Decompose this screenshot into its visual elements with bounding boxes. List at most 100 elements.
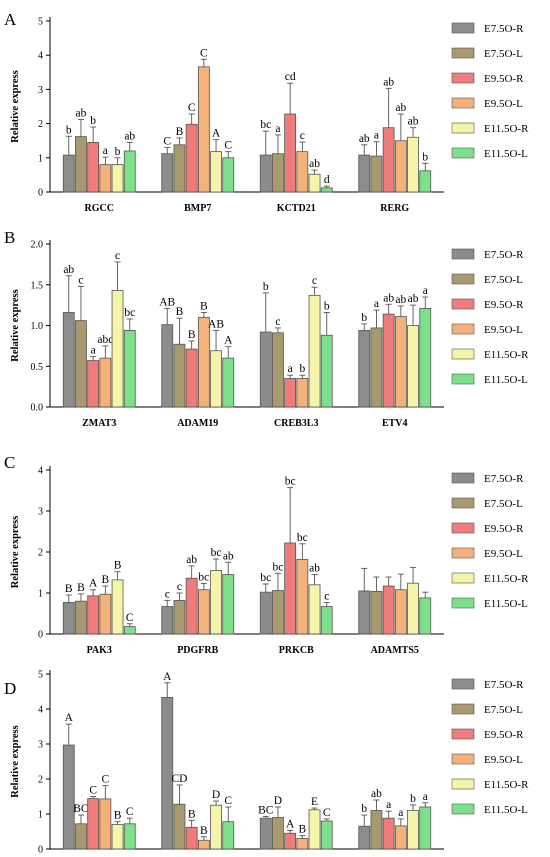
legend-swatch [451,273,475,285]
bar [320,334,333,408]
bar [382,127,395,193]
bar [382,817,395,850]
bar [370,590,383,635]
bar [210,350,222,408]
legend-swatch [451,248,475,260]
y-axis-label: Relative express [10,516,21,588]
significance-label: A [65,712,74,724]
significance-label: bc [260,572,271,584]
significance-label: C [126,806,134,818]
legend: E7.5O-R E7.5O-L E9.5O-R E9.5O-L E11.5O-R E11.… [451,248,529,386]
significance-label: A [286,818,295,830]
bar [123,329,136,408]
bar [370,327,383,408]
y-tick-label: 1 [38,810,43,821]
significance-label: ab [63,264,74,276]
significance-label: BC [258,804,274,816]
panel-letter: C [4,453,15,472]
significance-label: b [299,363,305,375]
bar [358,329,371,408]
legend-swatch [451,348,475,360]
significance-label: b [324,300,330,312]
bar [173,803,186,850]
bar [419,170,432,193]
bar [185,123,198,193]
significance-label: ab [383,76,394,88]
bar [210,804,222,850]
category-label: BMP7 [184,203,211,214]
significance-label: ab [408,116,419,128]
bar [284,113,297,193]
bar [407,810,419,850]
significance-label: ab [371,788,382,800]
significance-label: bc [297,532,308,544]
legend-label: E9.5O-R [484,73,524,85]
significance-label: ab [383,292,394,304]
legend-label: E9.5O-L [484,754,523,766]
significance-label: CD [171,773,187,785]
y-tick-label: 1 [38,589,43,600]
legend-label: E11.5O-R [484,123,529,135]
bar [197,316,210,408]
y-tick-label: 1.0 [31,321,44,332]
legend-swatch [451,572,475,584]
legend-swatch [451,678,475,690]
bar [185,577,198,635]
bar [259,331,272,408]
bar [111,290,124,408]
category-label: CREB3L3 [274,418,318,429]
bar [197,589,210,635]
significance-label: bc [124,307,135,319]
category-label: RERG [380,203,409,214]
legend-label: E7.5O-R [484,473,524,485]
significance-label: c [275,316,280,328]
significance-label: b [90,115,96,127]
significance-label: ab [408,293,419,305]
significance-label: b [361,803,367,815]
y-tick-label: 5 [38,17,43,28]
y-tick-label: 2 [38,548,43,559]
y-tick-label: 0 [38,630,43,641]
bar [62,154,75,193]
bar [259,817,272,850]
legend-label: E7.5O-L [484,498,523,510]
significance-label: BC [73,803,89,815]
legend-swatch [451,803,475,815]
legend-label: E11.5O-R [484,779,529,791]
significance-label: B [176,126,184,138]
legend-label: E7.5O-R [484,249,524,261]
significance-label: C [224,795,232,807]
bar [99,357,112,408]
bar [87,142,100,193]
bar [99,164,112,193]
y-tick-label: 3 [38,85,43,96]
significance-label: c [177,581,182,593]
y-tick-label: 4 [38,466,43,477]
bar [222,574,235,635]
category-label: PDGFRB [177,645,218,656]
legend-swatch [451,373,475,385]
significance-label: B [299,824,307,836]
significance-label: c [115,250,120,262]
significance-label: B [200,825,208,837]
y-tick-label: 2 [38,775,43,786]
legend-label: E9.5O-R [484,299,524,311]
significance-label: b [263,281,269,293]
bar [320,820,333,850]
significance-label: b [66,124,72,136]
significance-label: a [398,807,403,819]
bar [419,806,432,850]
category-label: ADAMTS5 [371,645,419,656]
bar [259,591,272,635]
bar [75,320,87,408]
significance-label: ab [76,107,87,119]
bar [222,821,235,850]
significance-label: a [288,363,293,375]
significance-label: c [300,130,305,142]
legend-swatch [451,728,475,740]
significance-label: a [91,344,96,356]
legend-label: E9.5O-R [484,729,524,741]
significance-label: AB [208,318,224,330]
